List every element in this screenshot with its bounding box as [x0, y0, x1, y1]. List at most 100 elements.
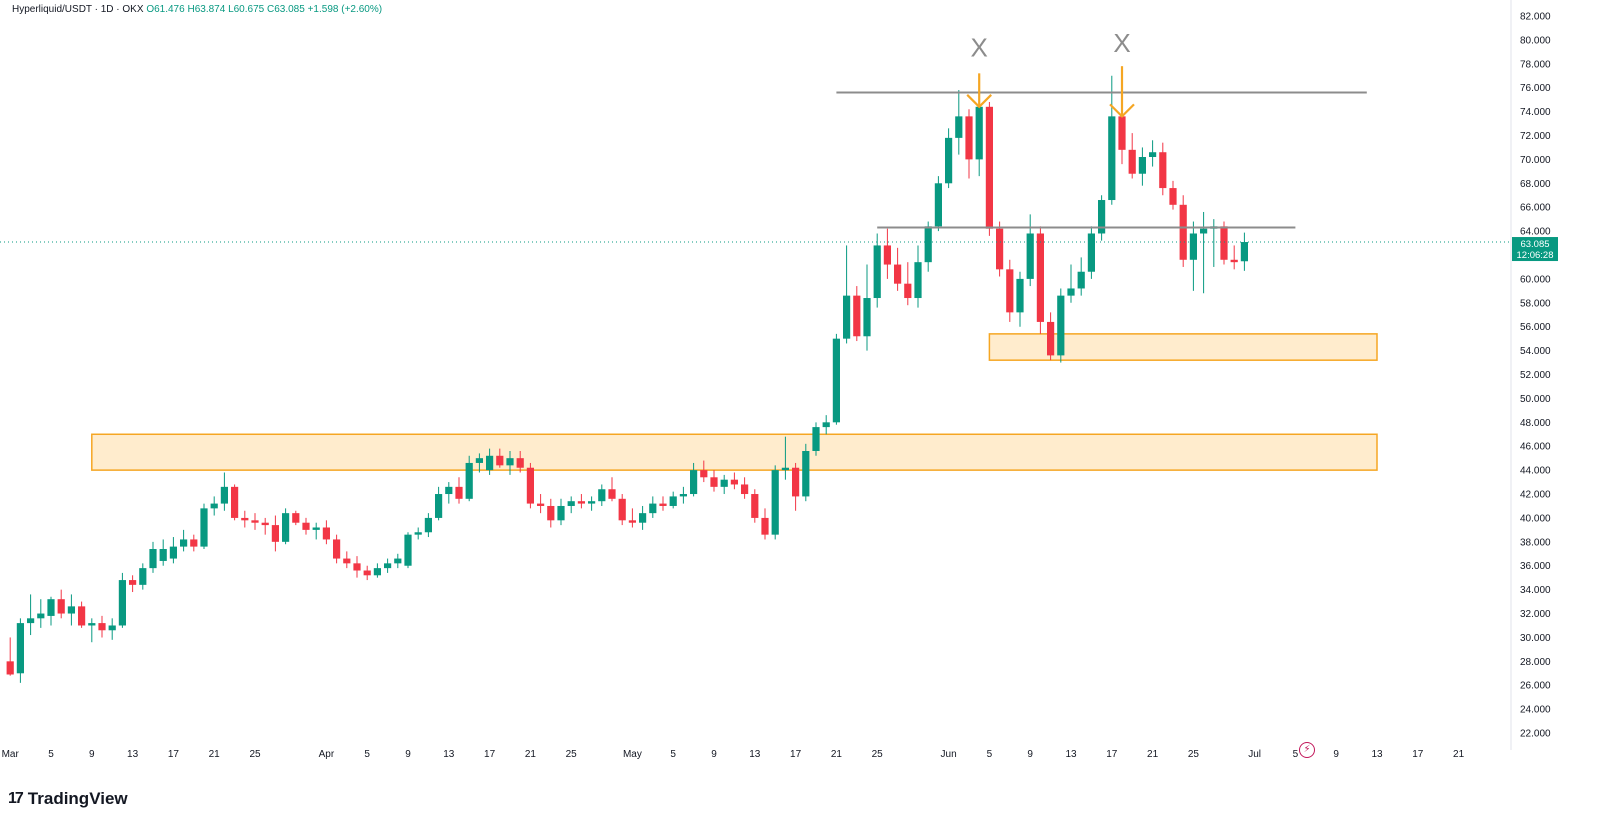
x-tick-label: 21 [831, 749, 843, 760]
candle-body [985, 106, 993, 229]
candle-body [955, 116, 963, 138]
tradingview-mark-icon: 17 [8, 790, 24, 807]
x-tick-label: 13 [443, 749, 455, 760]
candle-body [1230, 259, 1238, 263]
candle-body [312, 527, 320, 530]
candle-body [873, 245, 881, 299]
candle-body [98, 623, 106, 631]
candle-body [802, 451, 810, 497]
annotation-x-2: X [1113, 28, 1130, 58]
x-tick-label: 17 [790, 749, 802, 760]
y-tick-label: 80.000 [1520, 35, 1551, 46]
candle-body [302, 522, 310, 530]
candle-body [843, 295, 851, 339]
candle-body [516, 458, 524, 468]
candle-body [945, 137, 953, 184]
candle-body [333, 539, 341, 559]
y-tick-label: 52.000 [1520, 370, 1551, 381]
candle-body [353, 563, 361, 571]
x-tick-label: Jun [941, 749, 957, 760]
x-tick-label: 17 [1106, 749, 1118, 760]
candle-body [771, 470, 779, 535]
candle-body [486, 455, 494, 471]
symbol-title: Hyperliquid/USDT · 1D · OKX [12, 4, 144, 15]
candle-body [751, 494, 759, 518]
tradingview-logo[interactable]: 17 TradingView [8, 789, 128, 809]
candle-body [1138, 157, 1146, 174]
candle-body [363, 570, 371, 576]
x-tick-label: Mar [2, 749, 20, 760]
candle-body [1220, 226, 1228, 260]
y-tick-label: 32.000 [1520, 609, 1551, 620]
candle-body [761, 517, 769, 535]
x-tick-label: 17 [484, 749, 496, 760]
candle-body [394, 558, 402, 564]
candle-body [343, 558, 351, 564]
candle-body [526, 467, 534, 504]
x-tick-label: 9 [1027, 749, 1033, 760]
candle-body [282, 513, 290, 542]
y-tick-label: 36.000 [1520, 561, 1551, 572]
candle-body [16, 623, 24, 674]
candle-body [679, 494, 687, 497]
y-tick-label: 42.000 [1520, 490, 1551, 501]
candle-body [455, 486, 463, 499]
x-tick-label: Apr [319, 749, 335, 760]
x-tick-label: 25 [566, 749, 578, 760]
x-tick-label: 25 [249, 749, 261, 760]
x-tick-label: 5 [364, 749, 370, 760]
candle-body [934, 183, 942, 227]
candle-body [537, 503, 545, 506]
ohlc-close: C63.085 [267, 4, 305, 15]
x-tick-label: Jul [1248, 749, 1261, 760]
candle-body [1067, 288, 1075, 296]
candle-body [547, 505, 555, 521]
y-tick-label: 48.000 [1520, 418, 1551, 429]
candle-body [863, 298, 871, 337]
candle-body [1149, 152, 1157, 157]
candle-body [251, 520, 259, 523]
candle-body [169, 546, 177, 559]
candle-body [832, 338, 840, 423]
y-tick-label: 30.000 [1520, 633, 1551, 644]
y-tick-label: 64.000 [1520, 227, 1551, 238]
y-tick-label: 76.000 [1520, 83, 1551, 94]
candle-body [628, 520, 636, 523]
candle-body [1057, 295, 1065, 356]
candle-body [241, 517, 249, 521]
candle-body [1179, 204, 1187, 260]
candle-body [271, 525, 279, 542]
candle-body [598, 489, 606, 502]
candle-body [1006, 269, 1014, 313]
x-tick-label: 13 [127, 749, 139, 760]
candle-body [781, 467, 789, 471]
x-tick-label: 13 [1065, 749, 1077, 760]
candle-body [639, 513, 647, 523]
candle-body [965, 116, 973, 160]
candle-body [78, 606, 86, 626]
candle-body [384, 563, 392, 569]
y-tick-label: 38.000 [1520, 537, 1551, 548]
candle-body [322, 527, 330, 540]
y-tick-label: 72.000 [1520, 131, 1551, 142]
candle-body [792, 467, 800, 497]
candle-body [220, 486, 228, 504]
x-tick-label: 5 [987, 749, 993, 760]
candle-body [669, 496, 677, 506]
y-tick-label: 44.000 [1520, 466, 1551, 477]
x-tick-label: 5 [1293, 749, 1299, 760]
lightning-icon[interactable]: ⚡ [1299, 742, 1315, 758]
candle-body [1108, 116, 1116, 201]
candle-body [261, 522, 269, 526]
arrow-head-2 [1109, 103, 1135, 118]
ohlc-change: +1.598 (+2.60%) [307, 4, 383, 15]
candle-body [1047, 321, 1055, 356]
candle-body [1098, 200, 1106, 234]
x-tick-label: 5 [48, 749, 54, 760]
candle-body [1169, 188, 1177, 205]
x-tick-label: 9 [711, 749, 717, 760]
support-zone-2 [91, 433, 1378, 471]
candle-body [883, 245, 891, 265]
